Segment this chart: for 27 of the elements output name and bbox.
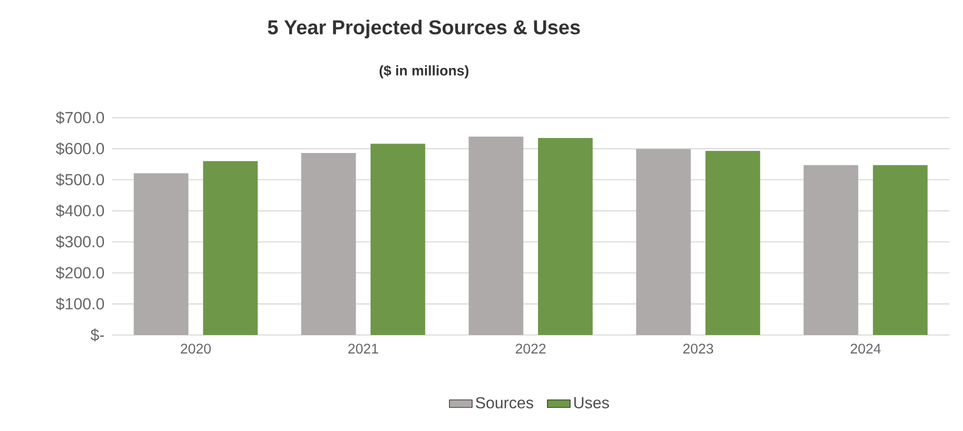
y-tick-label: $300.0 (56, 235, 104, 248)
x-tick-label: 2023 (683, 344, 714, 354)
y-tick-label: $500.0 (56, 173, 104, 186)
x-tick-label: 2024 (850, 344, 881, 354)
bar (636, 149, 691, 335)
y-tick-label: $400.0 (56, 204, 104, 218)
bar (468, 136, 524, 335)
legend-label: Sources (476, 397, 534, 408)
bar (370, 144, 426, 335)
bar (134, 173, 188, 335)
y-tick-label: $600.0 (56, 142, 104, 156)
chart-title: 5 Year Projected Sources & Uses (268, 20, 580, 38)
bar (538, 138, 593, 335)
chart-subtitle: ($ in millions) (380, 65, 468, 78)
y-tick-label: $200.0 (56, 266, 104, 280)
y-tick-label: $- (90, 328, 104, 342)
bar (872, 165, 928, 335)
x-tick-label: 2020 (180, 344, 211, 354)
bar (301, 153, 356, 335)
bar (804, 165, 858, 335)
x-tick-label: 2022 (516, 344, 546, 354)
y-tick-label: $100.0 (56, 297, 104, 310)
bar (203, 161, 258, 335)
y-tick-label: $700.0 (56, 111, 104, 124)
bar (705, 150, 760, 335)
x-tick-label: 2021 (348, 344, 378, 354)
legend-label: Uses (574, 397, 609, 408)
